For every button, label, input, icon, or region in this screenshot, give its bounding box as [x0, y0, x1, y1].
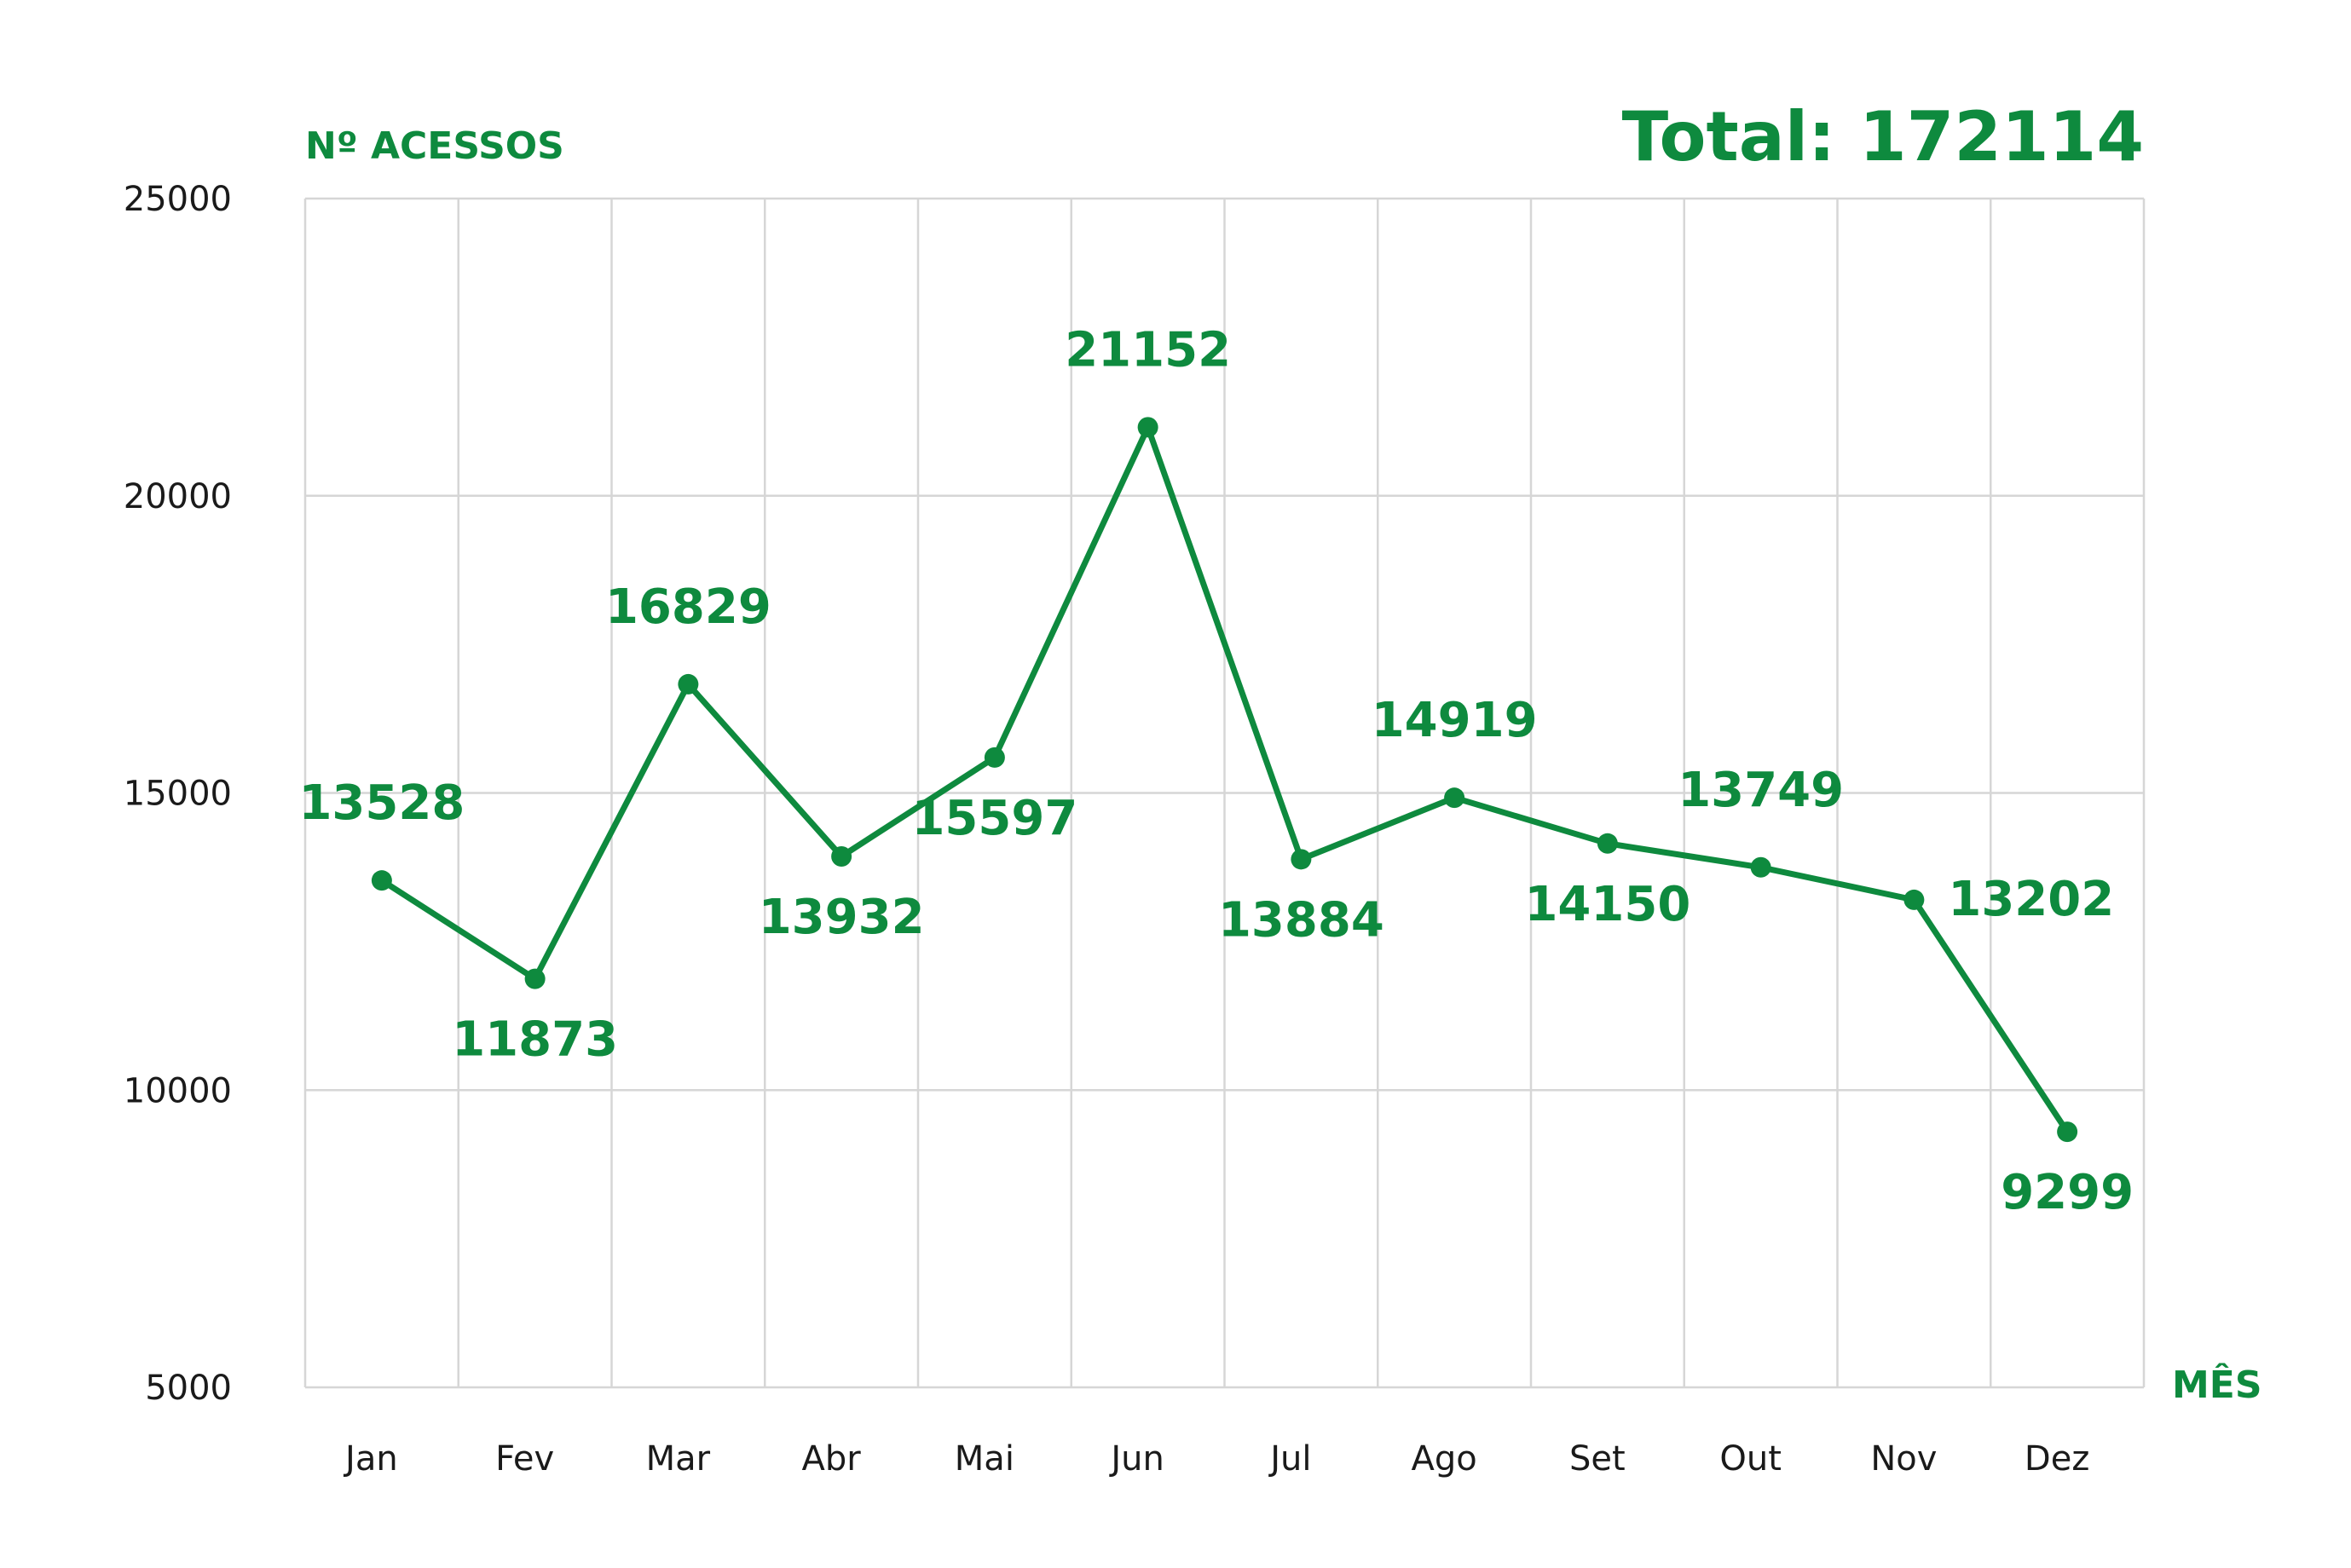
data-label: 11873 — [452, 1012, 618, 1068]
x-tick-label: Jun — [1108, 1439, 1164, 1479]
x-tick-label: Dez — [2025, 1439, 2089, 1479]
data-label: 9299 — [2001, 1165, 2134, 1220]
data-label: 13884 — [1218, 892, 1384, 948]
x-axis-title: MÊS — [2172, 1362, 2262, 1407]
y-tick-label: 15000 — [124, 775, 232, 814]
data-label: 13202 — [1948, 872, 2114, 927]
x-tick-label: Fev — [495, 1439, 554, 1479]
data-label: 15597 — [911, 791, 1077, 846]
data-label: 14150 — [1524, 877, 1690, 932]
data-label: 16829 — [605, 579, 771, 635]
y-axis-title: Nº ACESSOS — [305, 124, 564, 168]
x-tick-label: Mai — [955, 1439, 1014, 1479]
data-point — [1291, 849, 1312, 870]
data-point — [1137, 417, 1158, 438]
x-tick-label: Nov — [1870, 1439, 1937, 1479]
x-tick-label: Abr — [802, 1439, 862, 1479]
data-label: 13932 — [759, 890, 925, 945]
x-tick-label: Ago — [1412, 1439, 1477, 1479]
data-labels: 13528 11873 16829 13932 15597 21152 13884 14919… — [298, 322, 2134, 1220]
data-point — [1597, 833, 1618, 854]
grid — [303, 197, 2146, 1389]
data-label: 13749 — [1678, 763, 1844, 818]
data-point — [524, 968, 546, 989]
data-label: 14919 — [1372, 693, 1538, 748]
data-point — [831, 845, 852, 867]
y-tick-label: 5000 — [145, 1369, 232, 1408]
series-line-path — [378, 424, 2071, 1135]
y-axis-ticks: 5000 10000 15000 20000 25000 — [124, 180, 232, 1408]
data-label: 21152 — [1065, 322, 1231, 378]
data-point — [1444, 787, 1465, 809]
y-tick-label: 10000 — [124, 1071, 232, 1110]
total-label: Total: 172114 — [1622, 97, 2144, 176]
data-label: 13528 — [298, 775, 465, 831]
data-points — [371, 417, 2078, 1143]
data-point — [371, 870, 392, 891]
data-point — [1750, 856, 1771, 878]
x-axis-ticks: Jan Fev Mar Abr Mai Jun Jul Ago Set Out Nov Dez — [343, 1439, 2089, 1479]
x-tick-label: Jul — [1268, 1439, 1311, 1479]
y-tick-label: 25000 — [124, 180, 232, 219]
y-tick-label: 20000 — [124, 477, 232, 516]
series-line — [378, 424, 2071, 1135]
data-point — [984, 747, 1005, 768]
data-point — [678, 673, 699, 695]
data-point — [2057, 1121, 2078, 1143]
x-tick-label: Mar — [646, 1439, 711, 1479]
x-tick-label: Jan — [343, 1439, 398, 1479]
data-point — [1903, 889, 1925, 910]
x-tick-label: Out — [1719, 1439, 1782, 1479]
x-tick-label: Set — [1569, 1439, 1626, 1479]
